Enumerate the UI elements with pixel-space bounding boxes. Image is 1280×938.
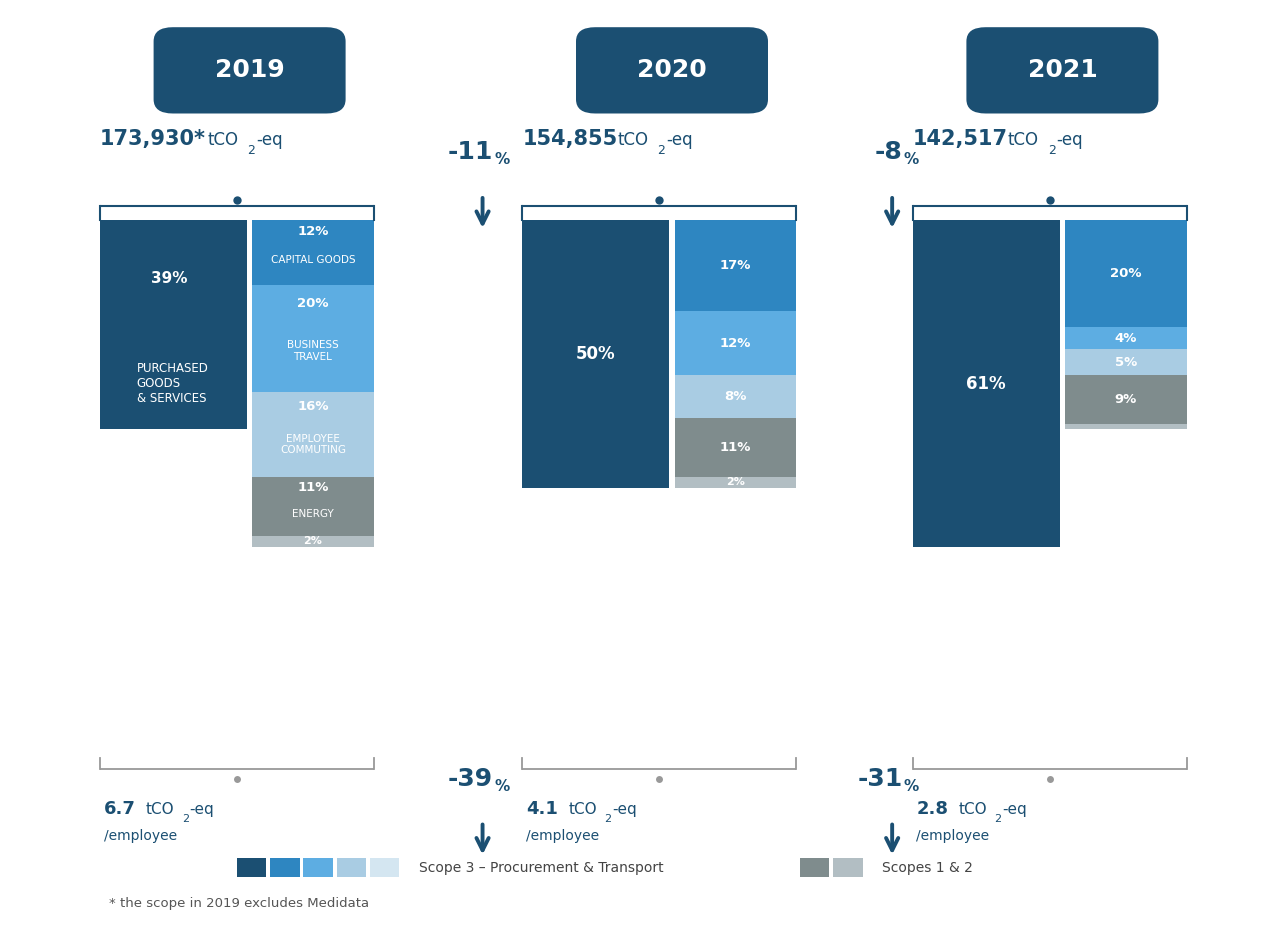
Text: -eq: -eq xyxy=(612,802,636,817)
Text: tCO: tCO xyxy=(207,131,238,149)
Bar xyxy=(675,375,796,418)
Text: -eq: -eq xyxy=(667,131,692,149)
Text: 2%: 2% xyxy=(303,537,323,546)
Text: tCO: tCO xyxy=(618,131,649,149)
Bar xyxy=(370,858,399,877)
Text: 12%: 12% xyxy=(719,337,751,350)
Text: Scopes 1 & 2: Scopes 1 & 2 xyxy=(882,861,973,874)
Bar xyxy=(252,536,374,547)
Text: 2: 2 xyxy=(995,813,1002,824)
Text: 2: 2 xyxy=(658,144,666,157)
Text: 61%: 61% xyxy=(966,374,1006,392)
Bar xyxy=(800,858,829,877)
Text: 16%: 16% xyxy=(297,401,329,414)
Text: 2020: 2020 xyxy=(637,58,707,83)
Text: /employee: /employee xyxy=(104,829,177,843)
Text: 2%: 2% xyxy=(726,477,745,488)
Text: %: % xyxy=(494,779,509,794)
Bar xyxy=(252,220,374,284)
Text: CAPITAL GOODS: CAPITAL GOODS xyxy=(270,255,356,265)
Bar xyxy=(337,858,366,877)
Text: tCO: tCO xyxy=(146,802,174,817)
Bar xyxy=(100,220,247,429)
Text: 5%: 5% xyxy=(1115,356,1137,369)
Text: 11%: 11% xyxy=(719,441,751,454)
Bar xyxy=(270,858,300,877)
Text: 39%: 39% xyxy=(151,271,188,286)
Text: 20%: 20% xyxy=(297,297,329,310)
Text: tCO: tCO xyxy=(959,802,987,817)
Text: -eq: -eq xyxy=(256,131,283,149)
Text: 8%: 8% xyxy=(724,390,746,403)
Text: -eq: -eq xyxy=(1057,131,1083,149)
Text: 11%: 11% xyxy=(297,481,329,494)
Bar xyxy=(303,858,333,877)
Text: 6.7: 6.7 xyxy=(104,800,136,818)
FancyBboxPatch shape xyxy=(576,27,768,113)
Bar xyxy=(1065,424,1187,429)
Text: %: % xyxy=(904,779,919,794)
Text: Scope 3 – Procurement & Transport: Scope 3 – Procurement & Transport xyxy=(419,861,663,874)
Bar xyxy=(913,220,1060,547)
Text: ENERGY: ENERGY xyxy=(292,508,334,519)
Bar xyxy=(1065,375,1187,424)
Text: 2: 2 xyxy=(182,813,189,824)
Bar xyxy=(833,858,863,877)
Text: PURCHASED
GOODS
& SERVICES: PURCHASED GOODS & SERVICES xyxy=(137,361,209,404)
Text: 142,517: 142,517 xyxy=(913,129,1007,149)
Bar xyxy=(522,220,669,488)
Text: 2: 2 xyxy=(247,144,255,157)
Text: 2: 2 xyxy=(1048,144,1056,157)
Bar xyxy=(252,284,374,391)
Text: /employee: /employee xyxy=(916,829,989,843)
Text: 2019: 2019 xyxy=(215,58,284,83)
Text: EMPLOYEE
COMMUTING: EMPLOYEE COMMUTING xyxy=(280,433,346,455)
FancyBboxPatch shape xyxy=(154,27,346,113)
Text: %: % xyxy=(494,152,509,167)
Text: 9%: 9% xyxy=(1115,393,1137,406)
Text: %: % xyxy=(904,152,919,167)
Text: 20%: 20% xyxy=(1110,267,1142,280)
Bar xyxy=(675,418,796,477)
Bar xyxy=(675,311,796,375)
Text: 50%: 50% xyxy=(576,345,616,363)
Text: 17%: 17% xyxy=(719,260,751,272)
Bar xyxy=(237,858,266,877)
Text: 2: 2 xyxy=(604,813,612,824)
Text: * the scope in 2019 excludes Medidata: * the scope in 2019 excludes Medidata xyxy=(109,897,369,910)
Text: tCO: tCO xyxy=(1009,131,1039,149)
Bar xyxy=(675,477,796,488)
Text: -eq: -eq xyxy=(1002,802,1027,817)
FancyBboxPatch shape xyxy=(966,27,1158,113)
Text: 2021: 2021 xyxy=(1028,58,1097,83)
Bar xyxy=(1065,349,1187,375)
Bar xyxy=(252,477,374,536)
Text: -8: -8 xyxy=(874,141,902,164)
Bar xyxy=(1065,327,1187,349)
Bar xyxy=(1065,220,1187,327)
Text: 173,930*: 173,930* xyxy=(100,129,206,149)
Text: -eq: -eq xyxy=(189,802,214,817)
Text: -11: -11 xyxy=(448,141,493,164)
Text: -31: -31 xyxy=(858,767,902,791)
Text: 154,855: 154,855 xyxy=(522,129,617,149)
Bar xyxy=(252,391,374,477)
Text: tCO: tCO xyxy=(568,802,596,817)
Text: 4.1: 4.1 xyxy=(526,800,558,818)
Text: /employee: /employee xyxy=(526,829,599,843)
Text: -39: -39 xyxy=(448,767,493,791)
Bar xyxy=(675,220,796,311)
Text: BUSINESS
TRAVEL: BUSINESS TRAVEL xyxy=(287,340,339,362)
Text: 2.8: 2.8 xyxy=(916,800,948,818)
Text: 12%: 12% xyxy=(297,225,329,238)
Text: 4%: 4% xyxy=(1115,331,1137,344)
